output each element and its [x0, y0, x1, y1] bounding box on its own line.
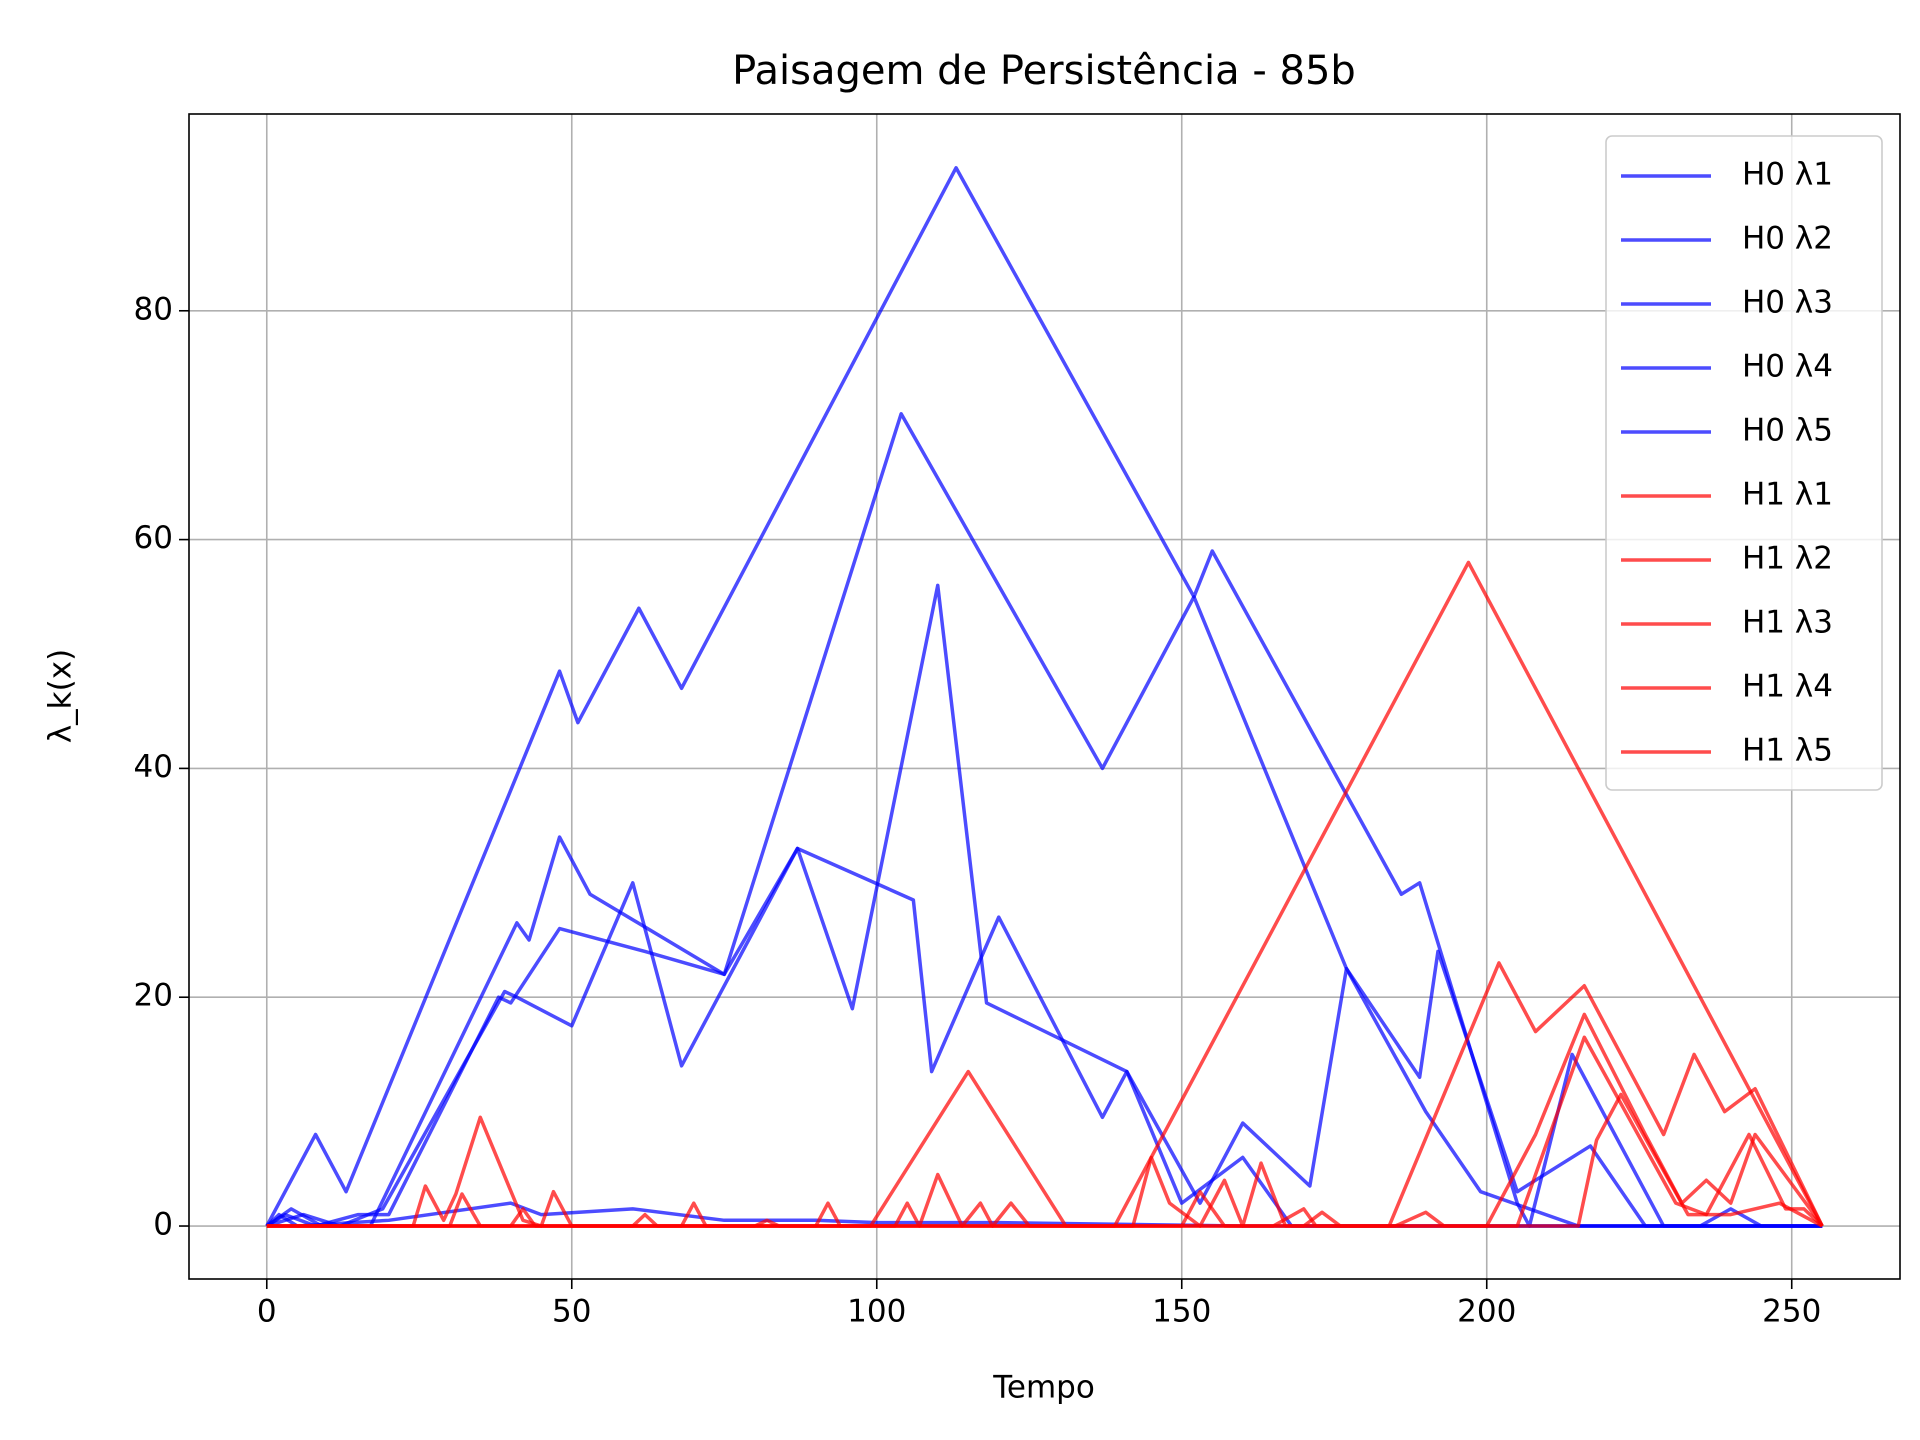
ticks: 0 50 100 150 200 250 0 20 40 60 80: [134, 291, 1822, 1329]
legend: H0 λ1 H0 λ2 H0 λ3 H0 λ4 H0 λ5 H1 λ1 H1 λ2 H1 λ3…: [1605, 135, 1883, 791]
plot-frame: [188, 113, 1901, 1280]
series-line: [266, 583, 1823, 1228]
legend-label: H0 λ2: [1742, 221, 1833, 257]
series-line: [266, 560, 1824, 1228]
y-tick-label: 80: [134, 291, 173, 327]
legend-label: H0 λ1: [1742, 157, 1833, 193]
series-line: [265, 1201, 1823, 1228]
series-line: [265, 166, 1823, 1228]
plot-lines: [265, 166, 1824, 1228]
legend-label: H0 λ5: [1742, 413, 1833, 449]
x-tick-label: 100: [847, 1294, 906, 1330]
y-axis-label: λ_k(x): [43, 649, 79, 743]
legend-label: H1 λ5: [1742, 733, 1833, 769]
x-tick-label: 50: [552, 1294, 591, 1330]
series-line: [266, 1035, 1824, 1228]
legend-label: H1 λ4: [1742, 669, 1833, 705]
legend-label: H1 λ2: [1742, 541, 1833, 577]
x-tick-label: 200: [1457, 1294, 1516, 1330]
x-tick-label: 0: [257, 1294, 277, 1330]
series-line: [266, 1092, 1824, 1228]
legend-label: H0 λ3: [1742, 285, 1833, 321]
legend-box: [1605, 135, 1883, 791]
x-tick-label: 150: [1152, 1294, 1211, 1330]
legend-label: H0 λ4: [1742, 349, 1833, 385]
y-tick-label: 60: [134, 520, 173, 556]
series-line: [265, 846, 1823, 1228]
legend-label: H1 λ1: [1742, 477, 1833, 513]
y-tick-label: 0: [153, 1207, 173, 1243]
x-tick-label: 250: [1762, 1294, 1821, 1330]
chart-title: Paisagem de Persistência - 85b: [732, 48, 1356, 94]
y-tick-label: 40: [134, 749, 173, 785]
series-line: [266, 961, 1824, 1228]
y-tick-label: 20: [134, 978, 173, 1014]
x-axis-label: Tempo: [992, 1370, 1095, 1406]
legend-label: H1 λ3: [1742, 605, 1833, 641]
